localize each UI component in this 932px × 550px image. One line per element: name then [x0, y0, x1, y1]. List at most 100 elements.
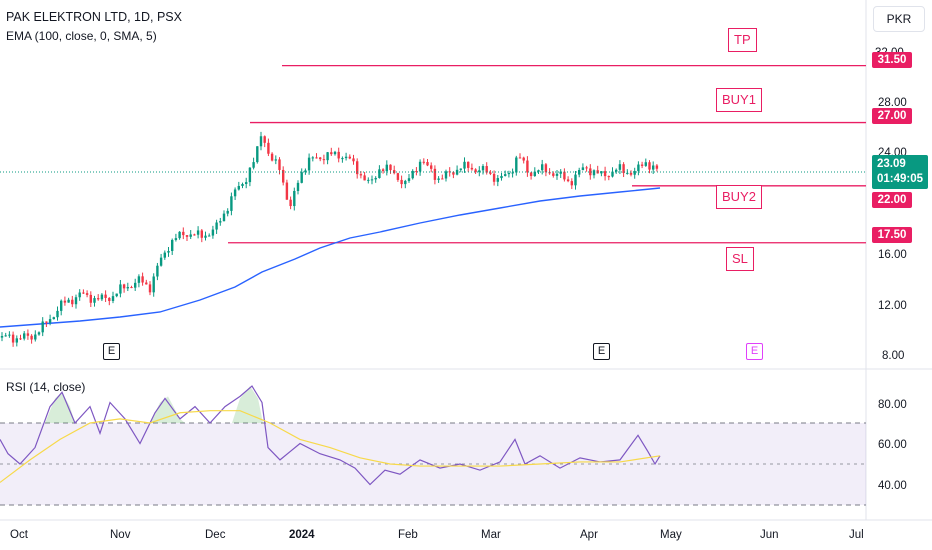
candle-body — [241, 184, 244, 186]
candle-body — [589, 168, 592, 176]
candle-body — [522, 157, 525, 161]
candle-body — [37, 332, 41, 335]
candle-body — [134, 282, 137, 288]
level-label-buy2[interactable]: BUY2 — [716, 185, 762, 209]
candle-body — [204, 235, 207, 238]
candle-body — [652, 165, 655, 170]
candle-body — [400, 179, 403, 185]
candle-body — [344, 156, 348, 159]
candle-body — [307, 157, 311, 171]
candle-body — [141, 276, 144, 283]
candle-body — [119, 284, 122, 294]
candle-body — [274, 159, 277, 161]
ema-indicator-label[interactable]: EMA (100, close, 0, SMA, 5) — [6, 29, 157, 43]
candle-body — [208, 235, 211, 237]
candle-body — [215, 222, 218, 230]
candle-body — [193, 234, 196, 236]
candle-body — [341, 158, 344, 160]
earnings-badge-upcoming[interactable]: E — [746, 343, 763, 360]
rsi-overbought-fill — [232, 386, 263, 423]
time-axis-label: Jul — [849, 529, 864, 541]
candle-body — [640, 164, 644, 166]
candle-body — [603, 171, 607, 177]
candle-body — [163, 252, 166, 258]
time-axis-label: Oct — [10, 529, 29, 541]
candle-body — [104, 294, 107, 298]
earnings-badge[interactable]: E — [593, 343, 610, 360]
candle-body — [178, 231, 181, 239]
candle-body — [437, 178, 440, 180]
candle-body — [285, 182, 289, 200]
candle-body — [252, 162, 255, 168]
candle-body — [500, 175, 503, 179]
candle-body — [566, 179, 570, 182]
candle-body — [159, 257, 163, 266]
candle-body — [396, 173, 400, 180]
level-label-tp[interactable]: TP — [728, 28, 757, 52]
currency-button[interactable]: PKR — [873, 6, 925, 32]
candle-body — [278, 159, 281, 170]
time-axis-label: Apr — [580, 529, 598, 541]
candle-body — [267, 142, 270, 154]
candle-body — [555, 173, 559, 176]
candle-body — [78, 292, 81, 298]
candle-body — [389, 164, 392, 171]
candle-body — [311, 157, 314, 159]
candle-body — [455, 169, 459, 175]
candle-body — [137, 276, 141, 283]
candle-body — [415, 170, 418, 172]
time-axis-label: Nov — [110, 529, 131, 541]
candle-body — [26, 333, 30, 336]
level-label-buy1[interactable]: BUY1 — [716, 88, 762, 112]
candle-body — [618, 164, 622, 170]
candle-body — [352, 158, 355, 162]
time-axis-label: Mar — [481, 529, 501, 541]
candle-body — [418, 161, 422, 172]
candle-body — [8, 334, 11, 336]
level-label-sl[interactable]: SL — [726, 247, 754, 271]
candle-body — [644, 162, 647, 166]
candle-body — [48, 319, 52, 323]
candle-body — [45, 321, 48, 323]
candle-body — [348, 156, 351, 159]
time-axis-label: Dec — [205, 529, 226, 541]
candle-body — [363, 175, 366, 181]
candle-body — [615, 169, 618, 172]
rsi-ma-line — [0, 410, 661, 483]
candle-body — [167, 250, 170, 253]
candle-body — [256, 146, 259, 163]
candle-body — [518, 157, 522, 159]
candle-body — [71, 299, 74, 305]
symbol-title[interactable]: PAK ELEKTRON LTD, 1D, PSX — [6, 10, 182, 24]
candle-body — [374, 177, 377, 180]
earnings-badge[interactable]: E — [103, 343, 120, 360]
current-price-tag: 23.09 01:49:05 — [872, 155, 928, 189]
candle-body — [478, 170, 481, 173]
price-tick-label: 12.00 — [878, 300, 907, 312]
candle-body — [11, 334, 15, 343]
candle-body — [182, 231, 185, 236]
candle-body — [467, 161, 470, 168]
candle-body — [145, 282, 148, 285]
rsi-tick-label: 60.00 — [878, 439, 907, 451]
candle-body — [526, 160, 529, 173]
rsi-overbought-fill — [45, 392, 75, 423]
candle-body — [559, 171, 562, 174]
candle-body — [315, 157, 318, 159]
time-axis-label: Feb — [398, 529, 418, 541]
candle-body — [333, 151, 337, 155]
rsi-indicator-label[interactable]: RSI (14, close) — [6, 380, 86, 394]
candle-body — [259, 136, 263, 147]
candle-body — [515, 157, 518, 173]
ema-line-group — [0, 187, 661, 328]
candle-body — [541, 164, 544, 171]
candle-body — [359, 174, 363, 176]
level-lines[interactable] — [228, 64, 866, 244]
rsi-overbought-fill — [150, 396, 185, 423]
candle-body — [367, 179, 370, 181]
candle-body — [637, 164, 640, 172]
candle-body — [63, 300, 67, 303]
candle-body — [433, 168, 437, 180]
time-axis-label: 2024 — [289, 529, 315, 541]
